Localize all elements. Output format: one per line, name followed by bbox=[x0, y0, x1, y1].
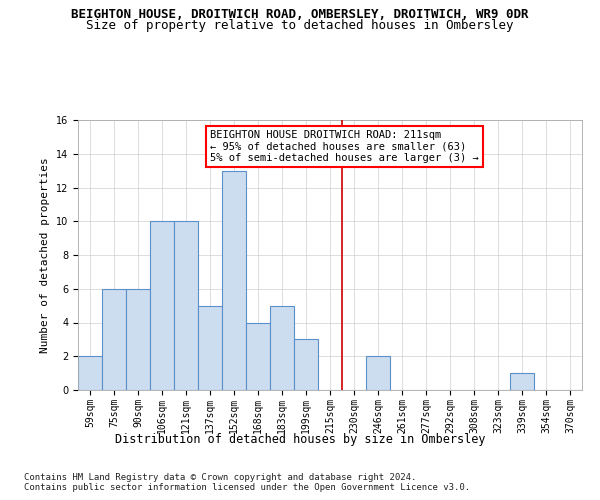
Text: BEIGHTON HOUSE DROITWICH ROAD: 211sqm
← 95% of detached houses are smaller (63)
: BEIGHTON HOUSE DROITWICH ROAD: 211sqm ← … bbox=[210, 130, 479, 164]
Text: BEIGHTON HOUSE, DROITWICH ROAD, OMBERSLEY, DROITWICH, WR9 0DR: BEIGHTON HOUSE, DROITWICH ROAD, OMBERSLE… bbox=[71, 8, 529, 20]
Bar bbox=[174, 221, 198, 390]
Bar bbox=[270, 306, 294, 390]
Bar bbox=[366, 356, 390, 390]
Text: Size of property relative to detached houses in Ombersley: Size of property relative to detached ho… bbox=[86, 19, 514, 32]
Bar bbox=[126, 289, 150, 390]
Text: Distribution of detached houses by size in Ombersley: Distribution of detached houses by size … bbox=[115, 432, 485, 446]
Bar bbox=[246, 322, 270, 390]
Bar bbox=[222, 170, 246, 390]
Bar bbox=[294, 340, 318, 390]
Bar bbox=[198, 306, 222, 390]
Bar bbox=[510, 373, 534, 390]
Y-axis label: Number of detached properties: Number of detached properties bbox=[40, 157, 50, 353]
Text: Contains HM Land Registry data © Crown copyright and database right 2024.
Contai: Contains HM Land Registry data © Crown c… bbox=[24, 472, 470, 492]
Bar bbox=[150, 221, 174, 390]
Bar bbox=[78, 356, 102, 390]
Bar bbox=[102, 289, 126, 390]
